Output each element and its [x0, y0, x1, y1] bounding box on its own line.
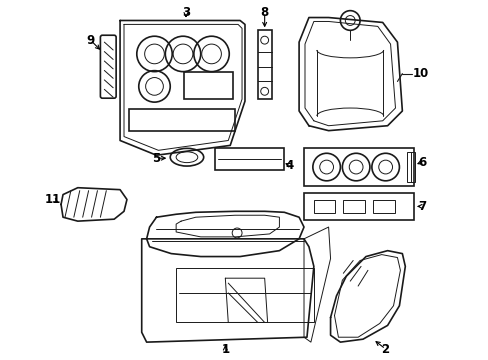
Bar — [257, 30, 271, 99]
Bar — [372, 199, 394, 213]
Text: 8: 8 — [260, 6, 268, 19]
Text: 5: 5 — [152, 152, 160, 165]
Text: 1: 1 — [221, 342, 229, 356]
Bar — [304, 193, 413, 220]
Bar — [407, 152, 414, 182]
Bar — [129, 109, 235, 131]
Bar — [183, 72, 233, 99]
Bar — [313, 199, 335, 213]
Text: 3: 3 — [182, 6, 190, 19]
Bar — [343, 199, 364, 213]
Text: 9: 9 — [86, 33, 95, 47]
Text: 2: 2 — [381, 342, 389, 356]
Text: 6: 6 — [417, 156, 426, 168]
Text: 4: 4 — [285, 158, 293, 172]
Text: 11: 11 — [45, 193, 61, 206]
Bar — [176, 268, 313, 323]
Text: 7: 7 — [417, 200, 425, 213]
Bar — [304, 148, 413, 186]
Text: 10: 10 — [411, 67, 427, 80]
Bar — [215, 148, 284, 170]
